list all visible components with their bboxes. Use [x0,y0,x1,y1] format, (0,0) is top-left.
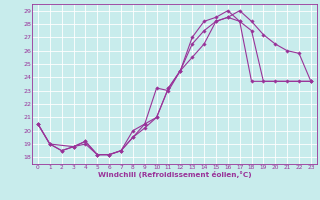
X-axis label: Windchill (Refroidissement éolien,°C): Windchill (Refroidissement éolien,°C) [98,171,251,178]
